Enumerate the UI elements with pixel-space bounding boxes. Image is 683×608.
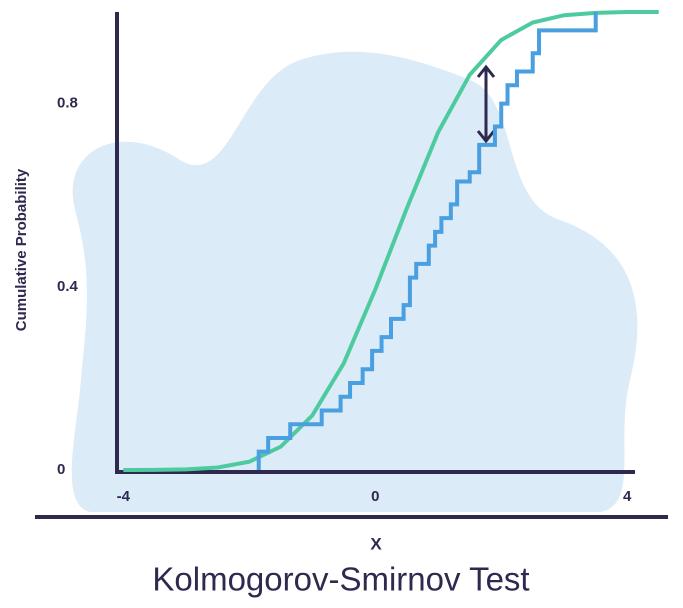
y-tick-label: 0.8 [57, 95, 78, 112]
y-tick-label: 0 [57, 461, 65, 478]
x-tick-label: 4 [623, 488, 632, 505]
chart-title: Kolmogorov-Smirnov Test [152, 561, 529, 598]
y-axis-label: Cumulative Probability [13, 168, 30, 331]
x-tick-label: 0 [371, 488, 379, 505]
y-tick-label: 0.4 [57, 278, 79, 295]
background-blob [71, 51, 638, 512]
theoretical-cdf [123, 10, 659, 472]
difference-arrow [476, 64, 496, 144]
empirical-cdf [256, 12, 598, 470]
x-axis-label: X [370, 534, 382, 553]
x-tick-label: -4 [117, 488, 131, 505]
